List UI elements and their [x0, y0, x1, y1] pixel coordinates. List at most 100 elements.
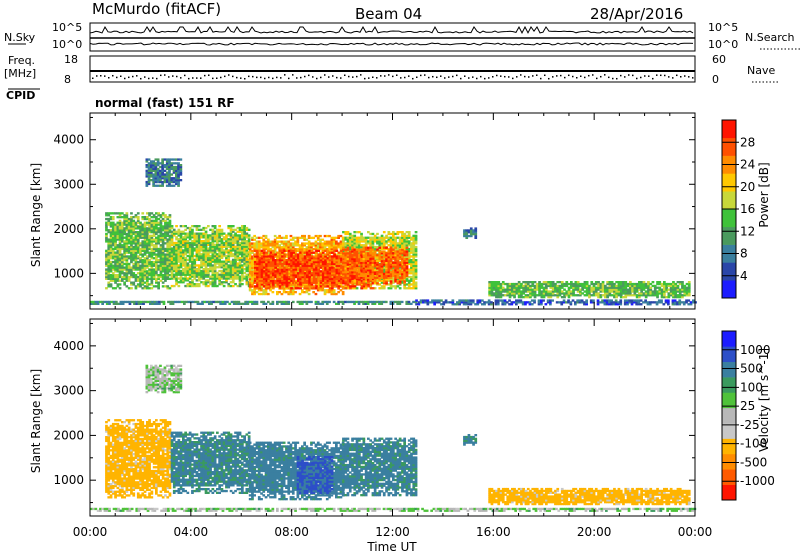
- heatmap-region: [415, 299, 697, 306]
- nave-point: [348, 75, 350, 78]
- nave-point: [176, 75, 178, 78]
- nave-point: [392, 75, 394, 78]
- x-tick-label: 12:00: [375, 525, 410, 539]
- nave-point: [140, 77, 142, 80]
- nave-point: [564, 76, 566, 79]
- nave-point: [676, 74, 678, 77]
- nave-point: [452, 75, 454, 78]
- nave-point: [260, 76, 262, 79]
- nave-tick-top: 60: [712, 53, 726, 66]
- colorbar-segment: [722, 469, 736, 485]
- nave-point: [692, 77, 694, 79]
- nave-point: [512, 77, 514, 80]
- date-title: 28/Apr/2016: [590, 5, 683, 23]
- freq-tick-top: 18: [64, 53, 78, 66]
- nave-point: [220, 76, 222, 79]
- nave-label: Nave: [747, 64, 775, 77]
- nave-point: [364, 77, 366, 80]
- heatmap-region: [488, 281, 691, 299]
- nave-point: [128, 76, 130, 79]
- nave-tick-bottom: 0: [712, 73, 719, 86]
- nave-point: [548, 77, 550, 80]
- heatmap-region: [342, 437, 418, 497]
- nave-point: [428, 76, 430, 79]
- nave-point: [540, 77, 542, 80]
- nave-point: [664, 74, 666, 77]
- nave-point: [92, 77, 94, 80]
- heatmap-region: [145, 364, 183, 394]
- heatmap-region: [170, 225, 251, 288]
- nave-point: [424, 74, 426, 76]
- colorbar-segment: [722, 262, 736, 281]
- nave-point: [272, 77, 274, 80]
- noise-traces: [89, 25, 695, 46]
- heatmap-region: [296, 456, 334, 494]
- nave-point: [532, 75, 534, 77]
- heatmap-region: [90, 507, 697, 512]
- nave-point: [476, 77, 478, 80]
- nave-point: [556, 75, 558, 77]
- nave-point: [560, 74, 562, 77]
- nave-point: [688, 76, 690, 78]
- nave-point: [316, 77, 318, 80]
- y-tick-label: 3000: [53, 177, 84, 191]
- nave-point: [524, 75, 526, 78]
- nave-point: [668, 76, 670, 78]
- nave-point: [608, 76, 610, 79]
- colorbar-tick-label: 28: [740, 135, 755, 149]
- heatmap-region: [463, 434, 478, 446]
- nave-point: [232, 75, 234, 78]
- nave-point: [196, 77, 198, 79]
- colorbar-segment: [722, 377, 736, 393]
- nave-point: [148, 77, 150, 80]
- colorbar-segment: [722, 226, 736, 245]
- nave-point: [628, 74, 630, 76]
- nave-point: [240, 77, 242, 79]
- freq-unit: [MHz]: [4, 67, 36, 80]
- colorbar-tick-label: 500: [740, 362, 763, 376]
- nave-point: [132, 75, 134, 78]
- y-tick-label: 2000: [53, 428, 84, 442]
- nave-point: [472, 76, 474, 78]
- station-title: McMurdo (fitACF): [92, 0, 221, 18]
- nave-point: [408, 75, 410, 77]
- nave-point: [656, 74, 658, 76]
- nave-point: [344, 74, 346, 77]
- y-tick-label: 2000: [53, 222, 84, 236]
- nave-point: [536, 74, 538, 76]
- heatmap-region: [90, 300, 418, 305]
- nave-point: [484, 77, 486, 80]
- nave-point: [404, 76, 406, 79]
- velocity-colorbar-label: Velocity [m s^-1]: [757, 348, 771, 452]
- velocity-colorbar: -1000 -500 -100 -25 25 100 500 1000: [721, 330, 775, 501]
- nave-point: [600, 75, 602, 78]
- nave-point: [284, 74, 286, 76]
- colorbar-segment: [722, 137, 736, 156]
- nave-point: [208, 74, 210, 76]
- nave-point: [168, 76, 170, 78]
- nave-point: [528, 76, 530, 78]
- power-colorbar: 4 8 12 16 20 24 28: [721, 119, 755, 299]
- nave-point: [368, 77, 370, 79]
- nave-point: [356, 75, 358, 78]
- colorbar-segment: [722, 407, 736, 424]
- nave-point: [252, 75, 254, 78]
- heatmap-region: [463, 227, 478, 239]
- nave-point: [496, 74, 498, 77]
- x-tick-label: 04:00: [174, 525, 209, 539]
- nave-point: [432, 75, 434, 78]
- nave-point: [464, 75, 466, 77]
- y-tick-label: 4000: [53, 339, 84, 353]
- nave-point: [300, 76, 302, 79]
- noise-sky-trace: [89, 25, 694, 34]
- velocity-ylabel: Slant Range [km]: [29, 369, 43, 473]
- nave-point: [652, 77, 654, 80]
- nave-point: [544, 74, 546, 77]
- nave-point: [304, 75, 306, 78]
- colorbar-segment: [722, 331, 736, 347]
- x-tick-label: 00:00: [73, 525, 108, 539]
- nave-point: [248, 75, 250, 78]
- power-axes: 1000 2000 3000 4000: [53, 113, 696, 309]
- velocity-axes: 1000 2000 3000 4000 00:00 04:00 08:00 12:00 16:0…: [53, 319, 712, 539]
- nave-point: [288, 77, 290, 80]
